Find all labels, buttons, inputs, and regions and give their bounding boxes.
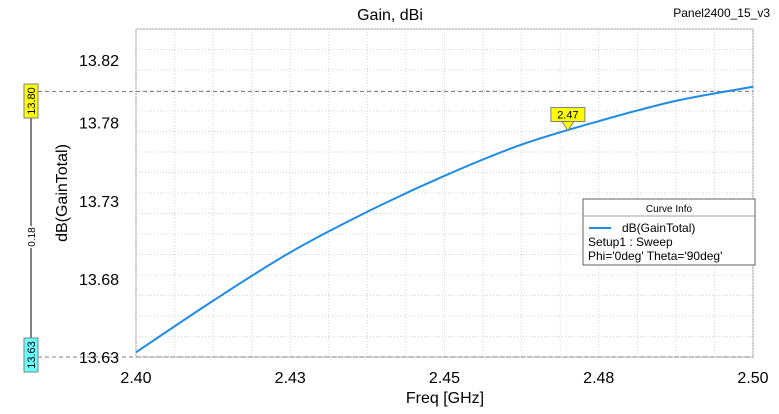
marker-label: 2.47 [557, 110, 578, 122]
marker-pointer [560, 121, 575, 132]
y-tick-label: 13.68 [79, 272, 119, 289]
x-axis-label: Freq [GHz] [406, 390, 484, 407]
legend-entry: dB(GainTotal) [622, 221, 695, 235]
project-label: Panel2400_15_v3 [673, 6, 770, 20]
cursor-bottom-badge[interactable] [23, 337, 39, 373]
marker-layer: 2.47 [550, 107, 586, 132]
delta-cursor[interactable]: 0.18 13.80 13.63 [23, 83, 39, 373]
legend-setup: Setup1 : Sweep [588, 235, 673, 249]
cursor-bottom-value: 13.63 [26, 341, 38, 369]
y-axis-label: dB(GainTotal) [54, 144, 71, 242]
y-tick-label: 13.63 [79, 350, 119, 367]
y-tick-label: 13.82 [79, 53, 119, 70]
cursor-top-value: 13.80 [26, 87, 38, 115]
x-tick-label: 2.40 [120, 370, 151, 387]
plot-area [135, 28, 754, 358]
series-line-gain-total [135, 85, 754, 354]
cursor-top-badge[interactable] [23, 83, 39, 119]
x-tick-label: 2.48 [583, 370, 614, 387]
x-tick-label: 2.50 [737, 370, 768, 387]
legend-angles: Phi='0deg' Theta='90deg' [588, 249, 722, 263]
x-tick-label: 2.43 [275, 370, 306, 387]
legend-title: Curve Info [646, 204, 693, 215]
marker-2-47[interactable]: 2.47 [550, 107, 586, 132]
x-tick-label: 2.45 [429, 370, 460, 387]
series-layer [135, 85, 754, 354]
grid-lines [31, 28, 754, 358]
delta-label-bg [24, 226, 38, 248]
tick-labels: 2.40 2.43 2.45 2.48 2.50 13.63 13.68 13.73 13.78… [79, 53, 769, 387]
y-tick-label: 13.78 [79, 116, 119, 133]
y-tick-label: 13.73 [79, 194, 119, 211]
legend-box [582, 198, 756, 266]
delta-label: 0.18 [27, 227, 38, 247]
chart-title: Gain, dBi [357, 7, 423, 24]
curve-info-legend[interactable]: Curve Info dB(GainTotal) Setup1 : Sweep … [582, 198, 756, 266]
